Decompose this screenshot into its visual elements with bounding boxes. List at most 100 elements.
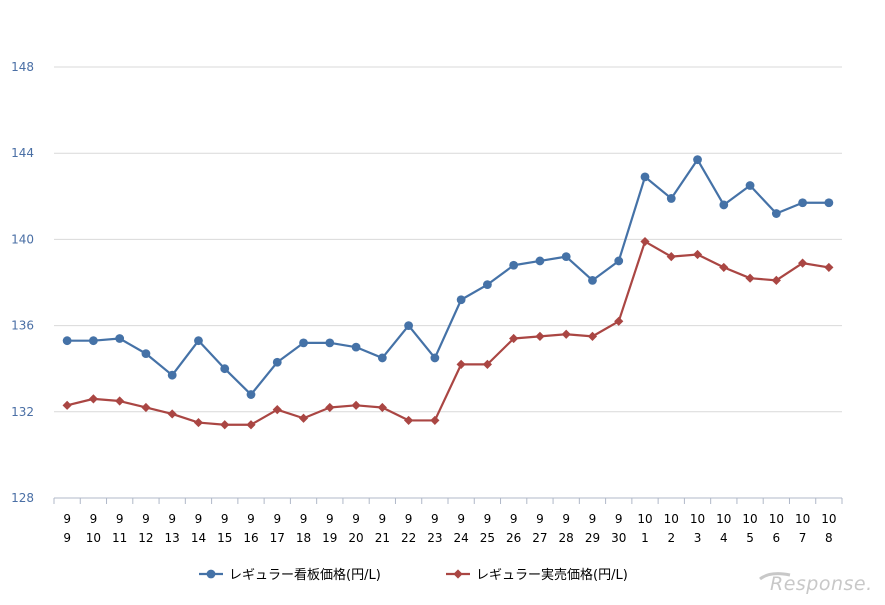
x-tick-day: 25: [480, 531, 495, 545]
data-point: [325, 338, 335, 348]
x-tick-month: 9: [142, 512, 150, 526]
data-point: [798, 258, 808, 268]
x-tick-month: 9: [326, 512, 334, 526]
series-2: [62, 236, 834, 430]
x-tick-month: 10: [664, 512, 679, 526]
data-point: [62, 400, 72, 410]
data-point: [509, 260, 519, 270]
x-tick-day: 11: [112, 531, 127, 545]
data-point: [430, 353, 440, 363]
x-tick-month: 9: [63, 512, 71, 526]
data-point: [692, 249, 703, 260]
x-tick-day: 6: [773, 531, 781, 545]
data-point: [693, 155, 702, 165]
x-tick-month: 10: [716, 512, 731, 526]
data-point: [220, 420, 230, 430]
data-point: [167, 370, 177, 380]
x-tick-month: 9: [562, 512, 570, 526]
data-point: [535, 331, 545, 341]
x-tick-day: 23: [427, 531, 442, 545]
data-point: [666, 194, 676, 203]
data-point: [745, 273, 755, 283]
x-axis-tick-labels: 9991091191291391491591691791891992092192…: [63, 512, 836, 545]
data-point: [377, 353, 387, 363]
data-point: [351, 400, 361, 410]
x-tick-day: 30: [611, 531, 626, 545]
x-tick-month: 10: [769, 512, 784, 526]
watermark-swoosh: [759, 572, 791, 581]
data-point: [194, 336, 203, 346]
data-point: [824, 262, 834, 273]
y-tick-label: 136: [11, 319, 34, 333]
data-point: [798, 198, 807, 208]
x-tick-month: 10: [637, 512, 652, 526]
x-tick-day: 1: [641, 531, 649, 545]
x-tick-day: 16: [243, 531, 258, 545]
data-point: [298, 413, 309, 423]
x-tick-day: 8: [825, 531, 833, 545]
data-point: [824, 198, 834, 208]
legend-item-1: レギュラー看板価格(円/L): [199, 567, 381, 583]
data-point: [272, 405, 282, 415]
data-point: [509, 333, 519, 344]
x-tick-month: 9: [352, 512, 360, 526]
x-tick-day: 18: [296, 531, 311, 545]
data-point: [272, 357, 282, 367]
data-point: [483, 280, 492, 290]
x-tick-day: 13: [165, 531, 180, 545]
data-point: [640, 236, 650, 247]
y-axis-tick-labels: 128 132 136 140 144 148: [11, 60, 34, 505]
legend-item-2: レギュラー実売価格(円/L): [446, 567, 628, 583]
data-point: [62, 336, 72, 346]
x-tick-month: 9: [510, 512, 518, 526]
plot-series: [62, 155, 834, 430]
series-line: [66, 240, 830, 426]
x-tick-day: 26: [506, 531, 521, 545]
data-point: [299, 338, 308, 348]
x-tick-month: 9: [457, 512, 465, 526]
x-tick-day: 10: [86, 531, 101, 545]
x-tick-month: 9: [247, 512, 255, 526]
x-tick-day: 21: [375, 531, 390, 545]
data-point: [88, 394, 98, 404]
x-tick-day: 17: [270, 531, 285, 545]
data-point: [456, 359, 466, 369]
data-point: [535, 256, 545, 266]
x-tick-month: 9: [116, 512, 124, 526]
data-point: [246, 390, 256, 399]
x-tick-month: 10: [821, 512, 836, 526]
legend: レギュラー看板価格(円/L) レギュラー実売価格(円/L): [199, 567, 628, 583]
x-tick-month: 9: [379, 512, 387, 526]
x-tick-day: 29: [585, 531, 600, 545]
series-line: [67, 158, 829, 396]
data-point: [220, 364, 230, 374]
legend-label: レギュラー実売価格(円/L): [476, 567, 628, 583]
x-tick-month: 9: [195, 512, 203, 526]
data-point: [141, 402, 151, 413]
x-tick-month: 9: [221, 512, 229, 526]
x-tick-day: 14: [191, 531, 206, 545]
x-tick-month: 9: [536, 512, 544, 526]
data-point: [456, 295, 466, 305]
x-tick-month: 9: [300, 512, 308, 526]
data-point: [351, 342, 361, 352]
legend-marker: [206, 569, 216, 579]
data-point: [115, 396, 125, 406]
grid-lines: [54, 66, 842, 413]
data-point: [719, 262, 729, 273]
x-tick-day: 19: [322, 531, 337, 545]
x-tick-day: 5: [746, 531, 754, 545]
x-axis: [53, 497, 843, 504]
data-point: [430, 415, 440, 426]
y-tick-label: 132: [11, 405, 34, 419]
data-point: [115, 334, 125, 343]
data-point: [745, 181, 755, 190]
data-point: [325, 402, 335, 413]
x-tick-day: 28: [559, 531, 574, 545]
x-tick-day: 20: [348, 531, 363, 545]
watermark-text: Response.: [770, 573, 873, 595]
x-tick-month: 9: [90, 512, 98, 526]
data-point: [377, 402, 387, 413]
data-point: [587, 331, 598, 341]
